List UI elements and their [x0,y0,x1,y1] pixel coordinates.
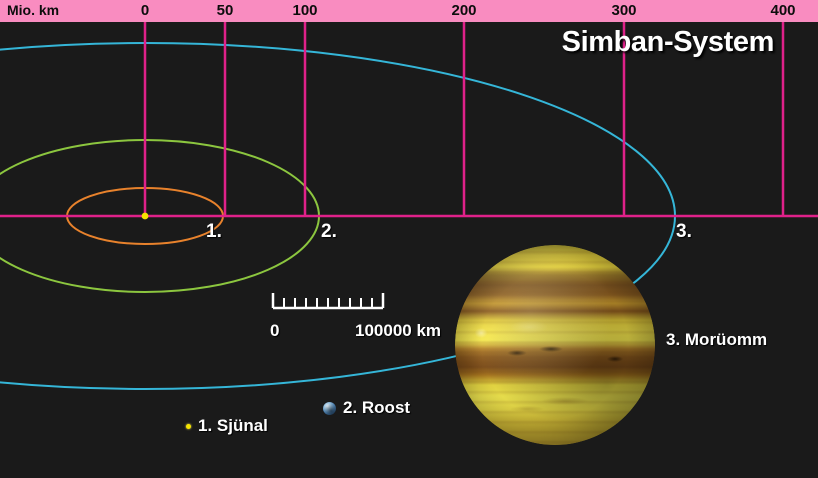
scale-unit-label: Mio. km [7,2,60,18]
legend-label-sjunal: 1. Sjünal [198,416,268,435]
orbit-marker-2: 2. [321,221,337,242]
body-label-moruomm: 3. Morüomm [666,330,768,349]
orbit-marker-1: 1. [206,221,222,242]
central-star [141,212,149,220]
rocky-planet-icon [323,401,336,415]
gas-giant-planet-moruomm [455,245,655,445]
scale-ruler [271,293,385,310]
legend-label-roost: 2. Roost [343,398,411,417]
scale-tick-0: 0 [140,2,150,19]
scale-tick-300: 300 [611,2,637,19]
grid-lines [0,22,818,218]
scale-tick-50: 50 [216,2,234,19]
scale-tick-400: 400 [770,2,796,19]
scale-tick-200: 200 [451,2,477,19]
planet-shading [455,245,655,445]
scalebar-label-right: 100000 km [355,321,442,340]
legend-item-sjunal: 1. Sjünal [186,416,268,436]
page-title: Simban-System [561,26,775,58]
ruler-ticks [283,298,373,308]
legend-item-roost: 2. Roost [323,398,410,418]
star-dot-icon [186,423,191,429]
orbit-marker-3: 3. [676,221,692,242]
scalebar-label-left: 0 [270,321,280,340]
scale-axis-strip: Mio. km 0 50 100 200 300 400 [0,0,818,22]
scale-tick-100: 100 [292,2,318,19]
